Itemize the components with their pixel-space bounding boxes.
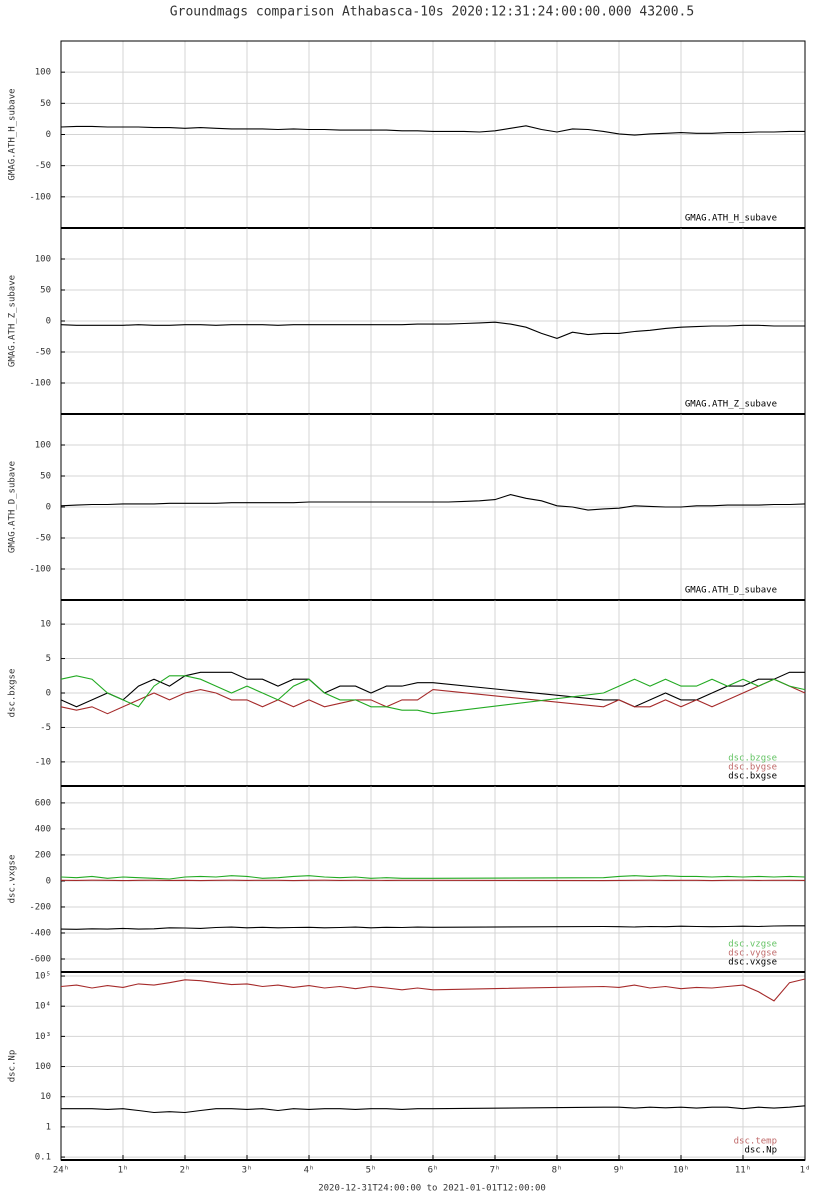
y-tick-label: 10⁴ — [35, 1002, 51, 1012]
y-tick-label: 10⁵ — [35, 972, 51, 982]
y-axis-label: GMAG.ATH_Z_subave — [8, 275, 18, 367]
y-tick-label: -200 — [29, 902, 51, 912]
x-tick-label: 3ʰ — [242, 1166, 253, 1176]
y-tick-label: -400 — [29, 928, 51, 938]
x-tick-label: 9ʰ — [614, 1166, 625, 1176]
legend-entry: dsc.bzgse — [728, 754, 777, 764]
legend-entry: dsc.vzgse — [728, 940, 777, 950]
y-axis-label: GMAG.ATH_H_subave — [8, 88, 18, 180]
y-tick-label: 100 — [35, 68, 51, 78]
y-tick-label: 10 — [40, 620, 51, 630]
legend-entry: dsc.vygse — [728, 949, 777, 959]
chart-title: Groundmags comparison Athabasca-10s 2020… — [170, 5, 694, 20]
x-tick-label: 10ʰ — [673, 1166, 689, 1176]
y-tick-label: 0 — [46, 503, 51, 513]
x-tick-label: 1ᵈ — [800, 1166, 811, 1176]
y-tick-label: -100 — [29, 565, 51, 575]
x-tick-label: 1ʰ — [118, 1166, 129, 1176]
y-tick-label: -50 — [35, 534, 51, 544]
y-tick-label: 50 — [40, 99, 51, 109]
y-axis-label: dsc.bxgse — [8, 669, 18, 718]
legend-entry: dsc.bygse — [728, 763, 777, 773]
y-tick-label: -5 — [40, 723, 51, 733]
y-tick-label: 0 — [46, 876, 51, 886]
legend-entry: GMAG.ATH_D_subave — [685, 586, 777, 596]
y-tick-label: 0 — [46, 689, 51, 699]
legend-entry: dsc.temp — [734, 1137, 777, 1147]
y-tick-label: 400 — [35, 824, 51, 834]
y-tick-label: 200 — [35, 850, 51, 860]
legend-entry: GMAG.ATH_H_subave — [685, 214, 777, 224]
x-axis-label: 2020-12-31T24:00:00 to 2021-01-01T12:00:… — [318, 1184, 546, 1194]
x-tick-label: 7ʰ — [490, 1166, 501, 1176]
y-tick-label: 5 — [46, 654, 51, 664]
y-tick-label: -100 — [29, 379, 51, 389]
y-axis-label: dsc.vxgse — [8, 855, 18, 904]
legend-entry: dsc.Np — [744, 1146, 777, 1156]
x-tick-label: 8ʰ — [552, 1166, 563, 1176]
y-tick-label: 0.1 — [35, 1153, 51, 1163]
y-tick-label: 100 — [35, 441, 51, 451]
x-tick-label: 5ʰ — [366, 1166, 377, 1176]
y-tick-label: 50 — [40, 286, 51, 296]
legend-entry: dsc.vxgse — [728, 958, 777, 968]
y-tick-label: 50 — [40, 472, 51, 482]
y-tick-label: -50 — [35, 348, 51, 358]
y-tick-label: -600 — [29, 954, 51, 964]
legend-entry: dsc.bxgse — [728, 772, 777, 782]
y-tick-label: 0 — [46, 317, 51, 327]
y-axis-label: dsc.Np — [8, 1050, 18, 1083]
y-tick-label: -10 — [35, 757, 51, 767]
y-tick-label: 10³ — [35, 1032, 51, 1042]
y-tick-label: -50 — [35, 161, 51, 171]
x-tick-label: 24ʰ — [53, 1166, 69, 1176]
x-tick-label: 11ʰ — [735, 1166, 751, 1176]
y-tick-label: 0 — [46, 130, 51, 140]
y-axis-label: GMAG.ATH_D_subave — [8, 461, 18, 553]
y-tick-label: 100 — [35, 255, 51, 265]
y-tick-label: 1 — [46, 1122, 51, 1132]
x-tick-label: 6ʰ — [428, 1166, 439, 1176]
y-tick-label: 100 — [35, 1062, 51, 1072]
y-tick-label: 600 — [35, 798, 51, 808]
y-tick-label: -100 — [29, 192, 51, 202]
y-tick-label: 10 — [40, 1092, 51, 1102]
legend-entry: GMAG.ATH_Z_subave — [685, 400, 777, 410]
x-tick-label: 4ʰ — [304, 1166, 315, 1176]
x-tick-label: 2ʰ — [180, 1166, 191, 1176]
